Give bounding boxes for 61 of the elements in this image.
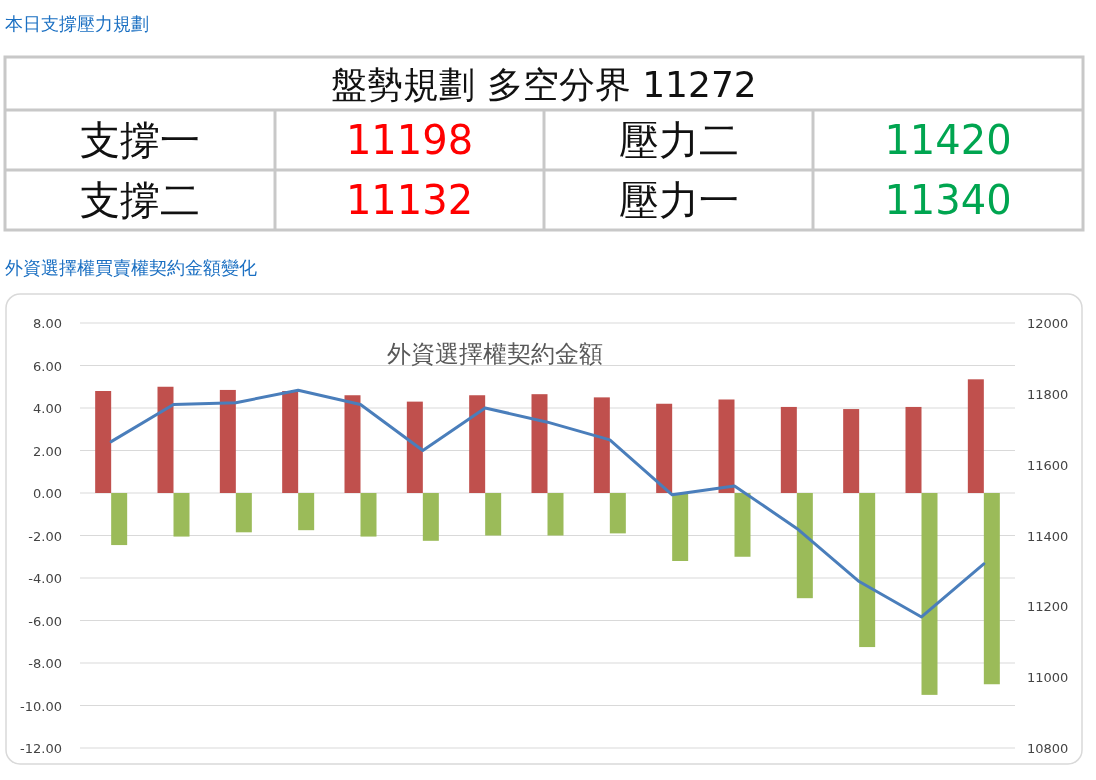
bar xyxy=(219,389,236,493)
y2-tick-label: 12000 xyxy=(1027,316,1069,331)
y-tick-label: 0.00 xyxy=(33,486,62,501)
bar xyxy=(173,493,190,537)
y-tick-label: 8.00 xyxy=(33,316,62,331)
text: 盤勢規劃 多空分界 11272 xyxy=(331,64,757,105)
text: 本日支撐壓力規劃 xyxy=(5,13,149,34)
text: 外資選擇權契約金額 xyxy=(387,340,603,368)
y-tick-label: 6.00 xyxy=(33,358,62,374)
bar xyxy=(796,493,813,599)
text: 支撐一 xyxy=(80,117,200,163)
y2-tick-label: 11200 xyxy=(1027,599,1069,615)
text: 11340 xyxy=(884,177,1012,223)
bar xyxy=(344,395,361,493)
bar xyxy=(983,493,1000,685)
bar xyxy=(593,397,610,493)
bar xyxy=(734,493,751,557)
bar xyxy=(921,493,938,695)
y-tick-label: -12.00 xyxy=(20,741,62,756)
y-tick-label: -10.00 xyxy=(20,698,62,714)
y-tick-label: -8.00 xyxy=(28,656,62,671)
y2-tick-label: 11600 xyxy=(1027,457,1069,473)
bar xyxy=(422,493,439,541)
y-tick-label: -6.00 xyxy=(28,613,62,629)
bar xyxy=(235,493,252,533)
bar xyxy=(859,493,876,648)
bar xyxy=(672,493,689,561)
line-series xyxy=(109,388,986,619)
bar xyxy=(843,409,860,493)
bar xyxy=(531,394,548,493)
bar xyxy=(656,403,673,493)
text: 11198 xyxy=(345,117,474,163)
bar xyxy=(547,493,564,536)
bar xyxy=(360,493,377,537)
bar xyxy=(157,386,174,493)
bar xyxy=(780,406,797,493)
text: 壓力一 xyxy=(618,177,739,223)
bar xyxy=(967,379,984,493)
bar xyxy=(905,406,922,493)
bar xyxy=(609,493,626,534)
text: 支撐二 xyxy=(80,177,200,223)
bar xyxy=(95,391,112,493)
chart-title: 外資選擇權買賣權契約金額變化 xyxy=(5,257,257,278)
text: 11420 xyxy=(884,117,1012,163)
y2-tick-label: 11000 xyxy=(1027,670,1069,686)
bar xyxy=(469,395,486,493)
bar xyxy=(298,493,315,531)
y2-tick-label: 11400 xyxy=(1027,528,1069,544)
text: 壓力二 xyxy=(618,117,739,163)
y-tick-label: 2.00 xyxy=(33,443,62,459)
text: 11132 xyxy=(345,177,474,223)
y-tick-label: -4.00 xyxy=(28,571,62,586)
y2-tick-label: 11800 xyxy=(1027,386,1069,402)
y2-tick-label: 10800 xyxy=(1027,741,1069,756)
bar xyxy=(485,493,502,536)
y-tick-label: -2.00 xyxy=(28,528,62,544)
bar xyxy=(406,401,423,493)
bar xyxy=(111,493,128,546)
bar xyxy=(282,391,299,493)
y-tick-label: 4.00 xyxy=(33,401,62,416)
bar xyxy=(718,399,735,493)
